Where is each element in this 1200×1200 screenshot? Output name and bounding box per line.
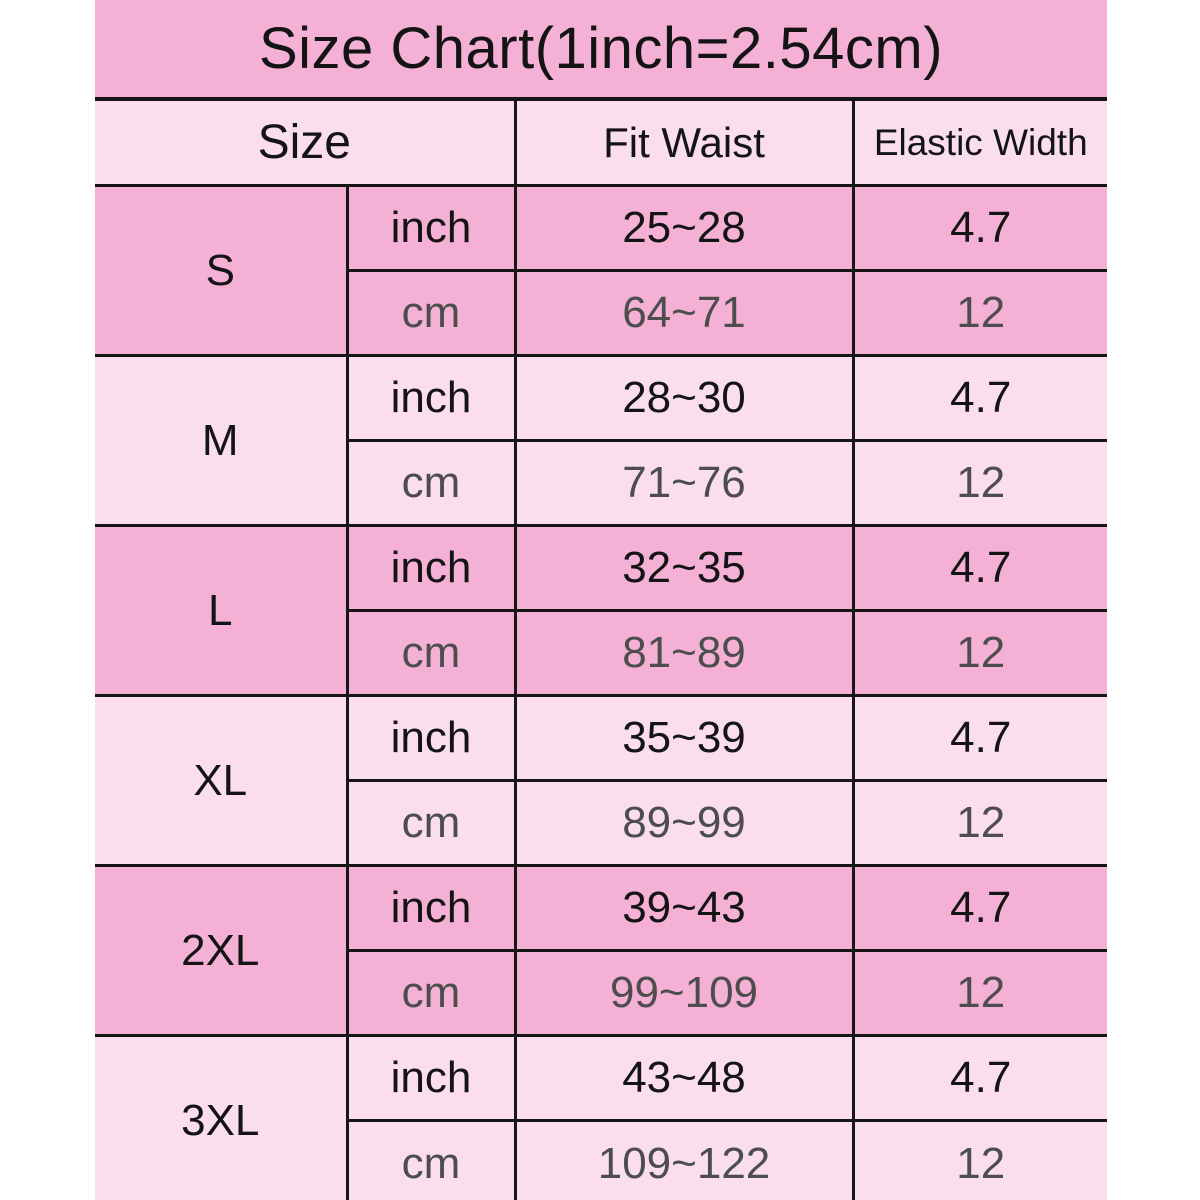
elastic-width-value: 4.7 bbox=[851, 524, 1107, 612]
fit-waist-value: 64~71 bbox=[513, 269, 855, 357]
elastic-width-value: 4.7 bbox=[851, 354, 1107, 442]
header-fit-waist: Fit Waist bbox=[513, 97, 855, 187]
size-label: S bbox=[95, 184, 349, 357]
unit-label: inch bbox=[345, 1034, 517, 1122]
fit-waist-value: 43~48 bbox=[513, 1034, 855, 1122]
fit-waist-value: 89~99 bbox=[513, 779, 855, 867]
unit-label: cm bbox=[345, 779, 517, 867]
fit-waist-value: 35~39 bbox=[513, 694, 855, 782]
size-label: 3XL bbox=[95, 1034, 349, 1200]
unit-label: inch bbox=[345, 184, 517, 272]
elastic-width-value: 12 bbox=[851, 1119, 1107, 1200]
elastic-width-value: 12 bbox=[851, 439, 1107, 527]
table-row: cm 109~122 12 bbox=[95, 1119, 1107, 1200]
table-row: cm 99~109 12 bbox=[95, 949, 1107, 1037]
unit-label: cm bbox=[345, 1119, 517, 1200]
unit-label: inch bbox=[345, 694, 517, 782]
table-row: XL inch 35~39 4.7 bbox=[95, 694, 1107, 867]
unit-label: cm bbox=[345, 949, 517, 1037]
unit-label: cm bbox=[345, 609, 517, 697]
header-size: Size bbox=[95, 97, 517, 187]
unit-label: cm bbox=[345, 269, 517, 357]
table-row: cm 89~99 12 bbox=[95, 779, 1107, 867]
table-row: M inch 28~30 4.7 bbox=[95, 354, 1107, 527]
size-label: 2XL bbox=[95, 864, 349, 1037]
table-row: cm 71~76 12 bbox=[95, 439, 1107, 527]
table-row: S inch 25~28 4.7 bbox=[95, 184, 1107, 357]
unit-label: cm bbox=[345, 439, 517, 527]
elastic-width-value: 4.7 bbox=[851, 184, 1107, 272]
fit-waist-value: 81~89 bbox=[513, 609, 855, 697]
table-row: 2XL inch 39~43 4.7 bbox=[95, 864, 1107, 1037]
unit-label: inch bbox=[345, 354, 517, 442]
unit-label: inch bbox=[345, 864, 517, 952]
elastic-width-value: 12 bbox=[851, 779, 1107, 867]
fit-waist-value: 39~43 bbox=[513, 864, 855, 952]
fit-waist-value: 25~28 bbox=[513, 184, 855, 272]
fit-waist-value: 28~30 bbox=[513, 354, 855, 442]
unit-label: inch bbox=[345, 524, 517, 612]
table-row: 3XL inch 43~48 4.7 bbox=[95, 1034, 1107, 1200]
fit-waist-value: 32~35 bbox=[513, 524, 855, 612]
size-label: XL bbox=[95, 694, 349, 867]
elastic-width-value: 12 bbox=[851, 949, 1107, 1037]
table-row: cm 81~89 12 bbox=[95, 609, 1107, 697]
elastic-width-value: 4.7 bbox=[851, 1034, 1107, 1122]
size-label: L bbox=[95, 524, 349, 697]
header-row: Size Fit Waist Elastic Width bbox=[95, 97, 1107, 187]
page-title: Size Chart(1inch=2.54cm) bbox=[95, 0, 1107, 101]
size-chart-table: Size Chart(1inch=2.54cm) Size Fit Waist … bbox=[95, 0, 1107, 1200]
elastic-width-value: 12 bbox=[851, 609, 1107, 697]
fit-waist-value: 109~122 bbox=[513, 1119, 855, 1200]
fit-waist-value: 71~76 bbox=[513, 439, 855, 527]
size-label: M bbox=[95, 354, 349, 527]
elastic-width-value: 12 bbox=[851, 269, 1107, 357]
elastic-width-value: 4.7 bbox=[851, 864, 1107, 952]
size-chart: Size Chart(1inch=2.54cm) Size Fit Waist … bbox=[95, 0, 1107, 1200]
header-elastic-width: Elastic Width bbox=[851, 97, 1107, 187]
table-row: L inch 32~35 4.7 bbox=[95, 524, 1107, 697]
elastic-width-value: 4.7 bbox=[851, 694, 1107, 782]
table-row: cm 64~71 12 bbox=[95, 269, 1107, 357]
title-row: Size Chart(1inch=2.54cm) bbox=[95, 0, 1107, 101]
fit-waist-value: 99~109 bbox=[513, 949, 855, 1037]
